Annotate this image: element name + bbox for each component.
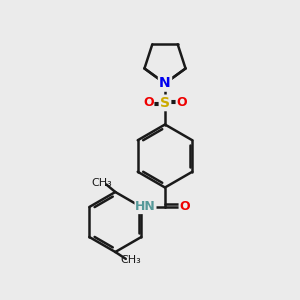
Text: CH₃: CH₃ <box>120 255 141 266</box>
Text: O: O <box>176 96 187 110</box>
Text: O: O <box>179 200 190 214</box>
Text: N: N <box>159 76 171 90</box>
Text: S: S <box>160 96 170 110</box>
Text: O: O <box>143 96 154 110</box>
Text: HN: HN <box>135 200 156 214</box>
Text: CH₃: CH₃ <box>92 178 112 188</box>
